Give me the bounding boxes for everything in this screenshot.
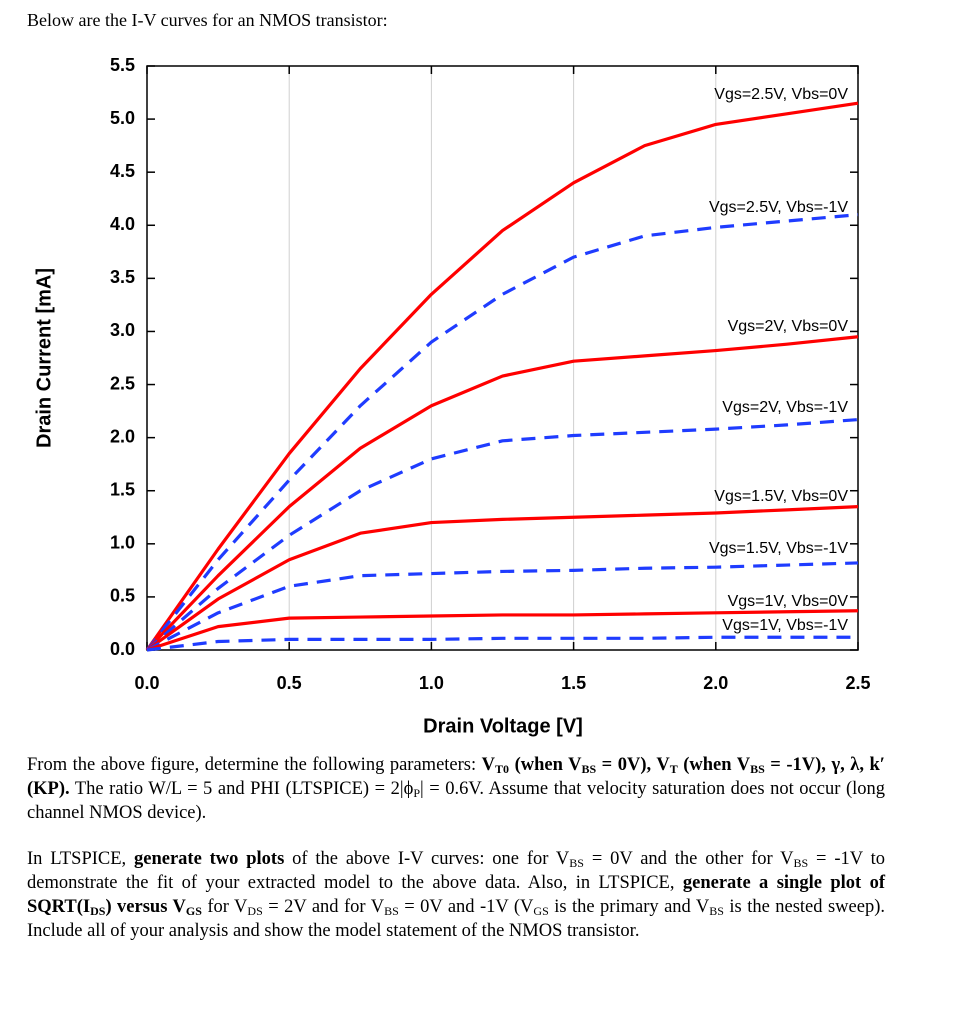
text-run: is the primary and V: [548, 897, 710, 917]
text-run: GS: [533, 904, 549, 918]
y-tick-label: 0.5: [110, 586, 135, 606]
y-tick-label: 5.0: [110, 108, 135, 128]
text-run: T0: [495, 762, 510, 776]
text-run: is the nested sweep). Include all of you…: [27, 897, 885, 941]
x-tick-label: 1.0: [419, 673, 444, 693]
text-run: BS: [793, 856, 809, 870]
paragraph: From the above figure, determine the fol…: [27, 753, 885, 825]
x-tick-label: 1.5: [561, 673, 586, 693]
curve: [146, 609, 859, 652]
curve: [146, 561, 859, 652]
text-run: The ratio W/L = 5 and PHI (LTSPICE) = 2|…: [69, 779, 414, 799]
curve: [145, 417, 859, 652]
y-tick-label: 4.0: [110, 214, 135, 234]
x-tick-label: 0.0: [134, 673, 159, 693]
curve-label: Vgs=2.5V, Vbs=0V: [714, 86, 848, 103]
text-run: BS: [581, 762, 597, 776]
x-tick-label: 2.5: [845, 673, 870, 693]
curve: [145, 101, 859, 651]
text-run: generate a single plot of SQRT(I: [27, 873, 885, 917]
text-run: = 0V and -1V (V: [398, 897, 534, 917]
text-run: = 2V and for V: [262, 897, 385, 917]
text-run: From the above figure, determine the fol…: [27, 755, 482, 775]
curve: [145, 213, 859, 651]
x-tick-label: 2.0: [703, 673, 728, 693]
text-run: = -1V to demonstrate the fit of your ext…: [27, 849, 885, 893]
y-tick-label: 3.0: [110, 320, 135, 340]
text-run: | = 0.6V. Assume that velocity saturatio…: [27, 779, 885, 823]
curve: [146, 505, 859, 652]
text-run: V: [481, 755, 496, 775]
curve-label: Vgs=1V, Vbs=0V: [728, 593, 849, 610]
x-tick-label: 0.5: [277, 673, 302, 693]
y-tick-label: 2.5: [110, 373, 135, 393]
y-tick-label: 4.5: [110, 161, 135, 181]
text-run: DS: [247, 904, 263, 918]
text-run: DS: [90, 904, 106, 918]
text-run: GS: [185, 904, 202, 918]
text-run: for V: [201, 897, 248, 917]
text-run: generate two plots: [134, 849, 285, 869]
text-run: ) versus V: [105, 897, 186, 917]
curve-label: Vgs=1.5V, Vbs=-1V: [709, 540, 848, 557]
text-run: BS: [750, 762, 765, 776]
text-run: BS: [569, 856, 584, 870]
curve-label: Vgs=1V, Vbs=-1V: [722, 617, 848, 634]
curve-label: Vgs=2.5V, Vbs=-1V: [709, 199, 848, 216]
y-tick-label: 0.0: [110, 639, 135, 659]
curve: [145, 335, 859, 652]
text-run: of the above I-V curves: one for V: [284, 849, 570, 869]
curve: [146, 635, 858, 652]
chart: Drain Current [mA] Drain Voltage [V] 0.0…: [33, 55, 870, 738]
curve-label: Vgs=2V, Vbs=-1V: [722, 399, 848, 416]
x-axis-label: Drain Voltage [V]: [423, 715, 583, 737]
text-run: = 0V), V: [596, 755, 670, 775]
text-run: In LTSPICE,: [27, 849, 134, 869]
text-run: (when V: [677, 755, 751, 775]
plot-frame: [146, 65, 859, 651]
text-run: = 0V and the other for V: [583, 849, 794, 869]
paragraph: In LTSPICE, generate two plots of the ab…: [27, 847, 885, 943]
text-run: BS: [709, 904, 724, 918]
y-axis-label: Drain Current [mA]: [33, 268, 55, 448]
text-run: BS: [384, 904, 399, 918]
y-tick-label: 5.5: [110, 55, 135, 75]
y-tick-label: 3.5: [110, 267, 135, 287]
curve-label: Vgs=1.5V, Vbs=0V: [714, 488, 848, 505]
y-tick-label: 2.0: [110, 426, 135, 446]
y-tick-label: 1.0: [110, 533, 135, 553]
text-run: = -1V), γ, λ, k′ (KP).: [27, 755, 885, 799]
curve-label: Vgs=2V, Vbs=0V: [728, 318, 849, 335]
text-run: P: [413, 786, 421, 800]
intro-text: Below are the I-V curves for an NMOS tra…: [27, 10, 388, 30]
text-run: (when V: [509, 755, 582, 775]
text-run: T: [669, 762, 678, 776]
y-tick-label: 1.5: [110, 479, 135, 499]
